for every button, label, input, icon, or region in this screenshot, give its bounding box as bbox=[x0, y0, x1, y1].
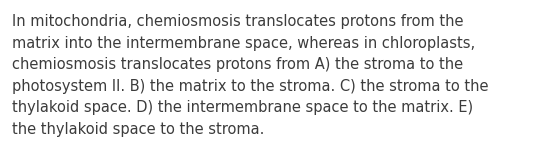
Text: In mitochondria, chemiosmosis translocates protons from the
matrix into the inte: In mitochondria, chemiosmosis translocat… bbox=[12, 14, 488, 137]
